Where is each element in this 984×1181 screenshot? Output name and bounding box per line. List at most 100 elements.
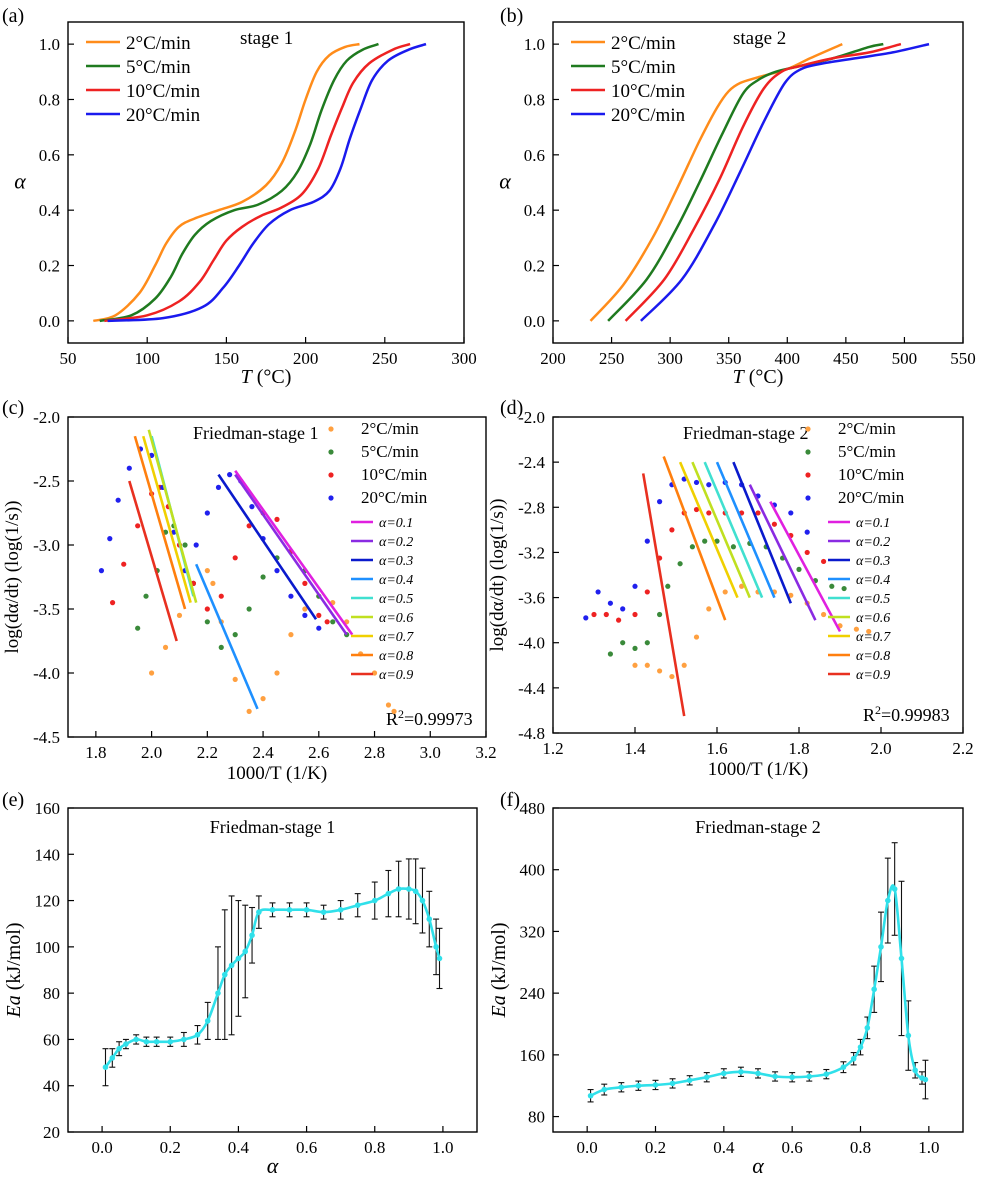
plot-title: Friedman-stage 1 [210, 817, 335, 837]
data-point [772, 1073, 778, 1080]
data-point [395, 886, 402, 892]
data-point [162, 644, 169, 651]
panel-label: (c) [2, 397, 24, 419]
y-tick-label: 0.0 [39, 312, 60, 331]
y-tick-label: -3.6 [518, 589, 545, 608]
legend-label: 10°C/min [611, 81, 686, 102]
data-point [657, 611, 663, 618]
y-tick-label: -4.4 [518, 679, 545, 698]
legend-label: 5°C/min [611, 57, 676, 78]
data-point [730, 544, 737, 550]
data-point [419, 897, 426, 904]
panel-label: (d) [500, 397, 523, 419]
data-point [714, 538, 720, 544]
y-tick-label: -4.0 [518, 634, 545, 653]
y-axis-label: α [499, 169, 511, 194]
data-point [644, 662, 650, 668]
data-point [755, 1070, 761, 1077]
legend-label: α=0.4 [379, 573, 413, 588]
data-point [204, 619, 210, 625]
panel-f: (f) 0.0 0.2 0.4 0.6 0.8 1.0 80 160 240 320 400 480 Fr… [488, 789, 964, 1178]
data-point [316, 612, 322, 619]
legend-label: α=0.3 [379, 554, 413, 569]
x-tick-label: 0.0 [91, 1138, 112, 1157]
data-point [302, 580, 308, 587]
legend-marker [805, 426, 811, 432]
legend-label: α=0.1 [379, 516, 413, 531]
fit-line [234, 473, 348, 636]
data-point [866, 628, 872, 635]
data-point [739, 583, 745, 589]
data-point [693, 634, 700, 640]
axes-frame [552, 21, 964, 344]
series-line [104, 42, 411, 323]
y-tick-label: -2.0 [518, 408, 545, 427]
y-tick-label: 0.6 [524, 146, 545, 165]
data-point [587, 1092, 594, 1099]
data-point [912, 1067, 918, 1074]
x-tick-label: 1.6 [706, 739, 727, 758]
data-point [806, 1073, 813, 1080]
x-tick-label: 250 [599, 349, 625, 368]
x-tick-label: 2.0 [141, 743, 162, 762]
data-point [235, 955, 242, 962]
x-tick-label: 1.0 [432, 1138, 453, 1157]
panel-label: (e) [2, 789, 24, 811]
data-point [143, 593, 149, 599]
data-point [167, 1038, 174, 1045]
r-squared-sup: 2 [398, 707, 404, 721]
data-point [98, 568, 105, 574]
legend-label: α=0.6 [856, 611, 890, 626]
data-point [193, 542, 199, 548]
data-point [857, 1044, 864, 1050]
data-point [249, 932, 255, 939]
data-point [215, 990, 221, 996]
x-tick-label: 300 [451, 349, 477, 368]
y-axis-label-unit: (kJ/mol) [488, 923, 510, 996]
x-tick-label: 1.8 [788, 739, 809, 758]
x-tick-label: 0.6 [782, 1138, 803, 1157]
legend-label: α=0.1 [856, 516, 890, 531]
r-squared-R: R [863, 705, 875, 725]
x-tick-label: 1.2 [542, 739, 563, 758]
data-point [796, 566, 802, 572]
data-point [260, 696, 266, 702]
data-point [616, 617, 622, 623]
series-line [640, 42, 930, 322]
data-point [669, 1080, 676, 1087]
fit-line [662, 456, 727, 621]
y-tick-label: 160 [520, 1046, 546, 1065]
data-point [583, 615, 589, 621]
x-tick-label: 500 [892, 349, 918, 368]
data-point [669, 673, 675, 680]
data-point [693, 506, 700, 513]
fit-line [732, 461, 793, 604]
fit-line [678, 461, 739, 599]
y-tick-label: 240 [520, 984, 546, 1003]
legend-label: 2°C/min [838, 419, 896, 438]
x-axis-label: T (°C) [733, 366, 784, 388]
data-point [620, 640, 626, 646]
y-tick-label: -4.5 [33, 728, 60, 747]
data-point [194, 1032, 201, 1038]
data-point [644, 589, 650, 595]
x-axis-label-var: T [733, 366, 746, 388]
legend-label: α=0.9 [379, 668, 413, 683]
data-point [126, 465, 132, 471]
series-line [624, 42, 902, 322]
data-point [176, 612, 183, 619]
legend-label: 20°C/min [611, 105, 686, 126]
legend-label: α=0.6 [379, 611, 413, 626]
x-tick-label: 2.8 [364, 743, 385, 762]
data-point [652, 1082, 659, 1088]
data-point [618, 1084, 625, 1091]
data-point [109, 1055, 116, 1061]
data-point [371, 897, 378, 904]
data-point [274, 516, 280, 523]
y-tick-label: 1.0 [39, 35, 60, 54]
data-point [601, 1086, 608, 1093]
x-axis-label: 1000/T (1/K) [227, 763, 327, 784]
legend-marker [328, 472, 334, 478]
data-point [771, 521, 778, 527]
x-tick-label: 0.4 [228, 1138, 250, 1157]
